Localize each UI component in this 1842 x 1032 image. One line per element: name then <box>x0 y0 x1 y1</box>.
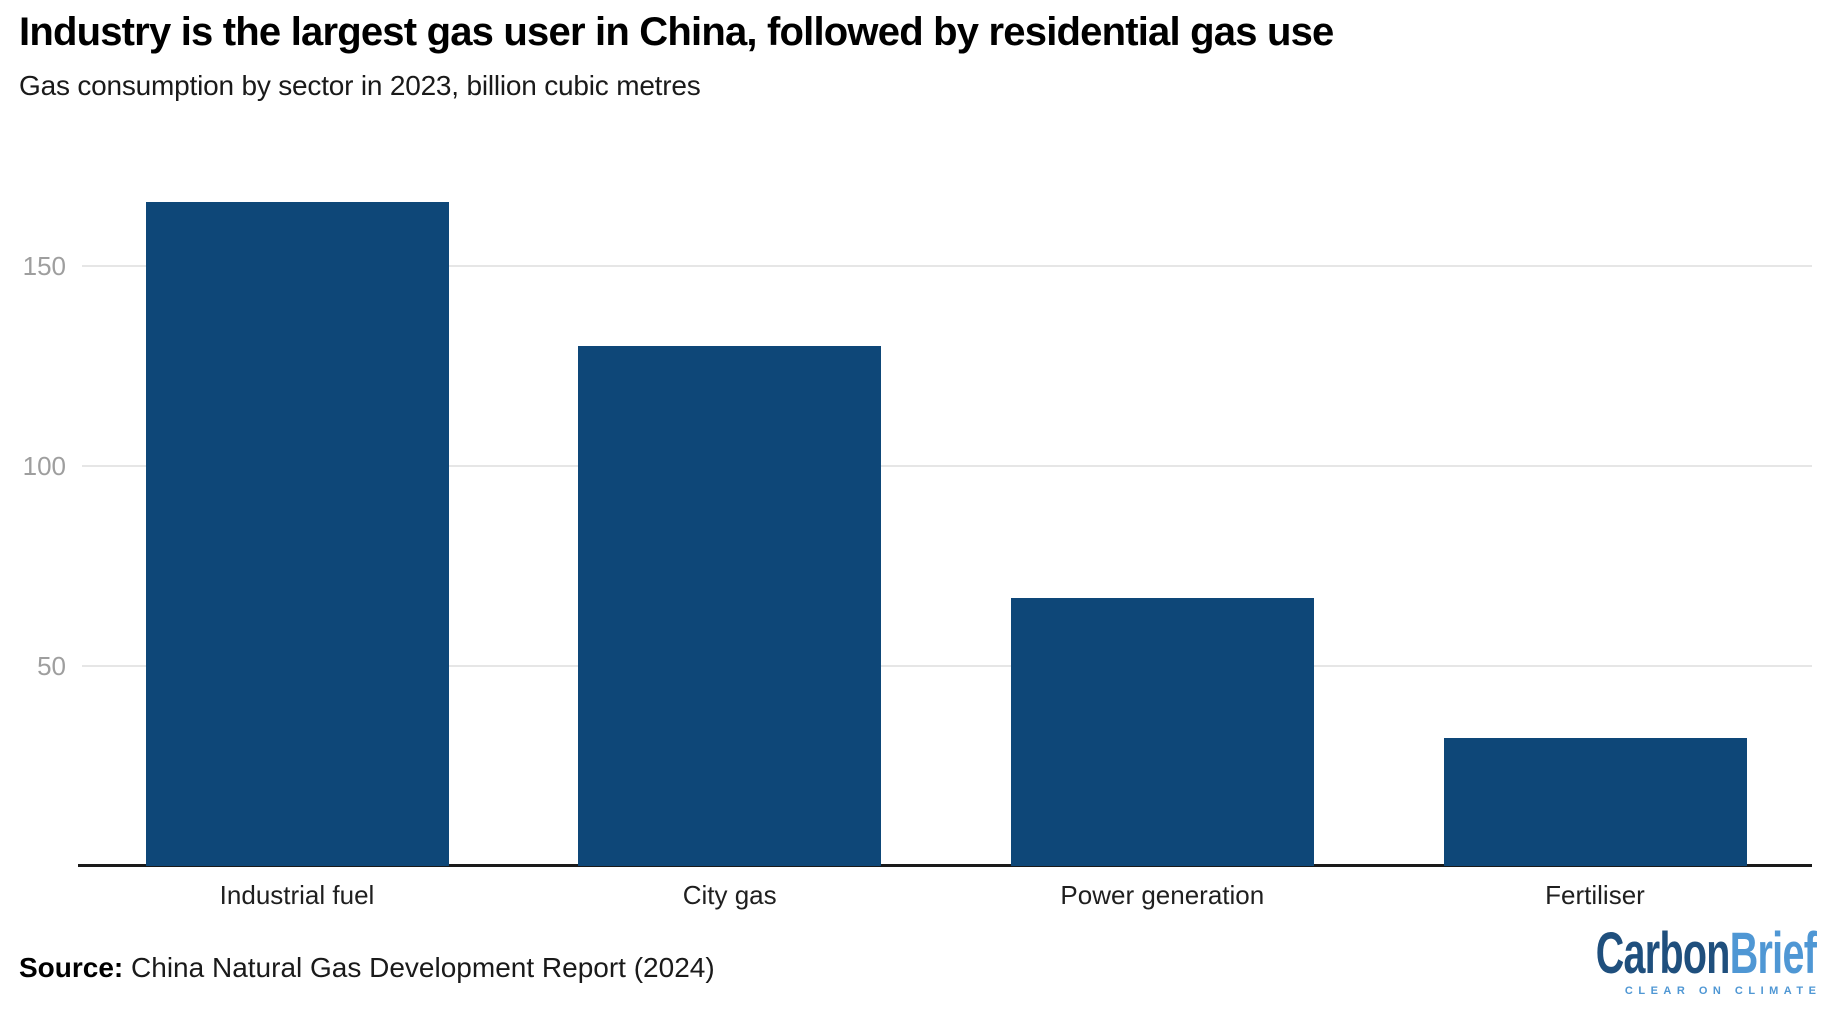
carbonbrief-logo: CarbonBrief CLEAR ON CLIMATE <box>1492 921 1817 998</box>
bar-city-gas <box>578 346 882 866</box>
y-tick-label-50: 50 <box>37 651 66 681</box>
x-axis-label-fertiliser: Fertiliser <box>1545 880 1645 910</box>
bar-power-generation <box>1010 598 1314 866</box>
gridline-50 <box>82 665 1812 667</box>
chart-title: Industry is the largest gas user in Chin… <box>19 10 1334 54</box>
source-text: China Natural Gas Development Report (20… <box>131 952 715 983</box>
gridline-150 <box>82 265 1812 267</box>
x-axis-label-industrial-fuel: Industrial fuel <box>219 880 375 910</box>
gridline-100 <box>82 465 1812 467</box>
x-axis-label-power-generation: Power generation <box>1060 880 1265 910</box>
carbonbrief-wordmark: CarbonBrief <box>1595 921 1817 986</box>
logo-carbon-text: Carbon <box>1595 921 1731 986</box>
y-tick-label-150: 150 <box>22 251 66 281</box>
plot-area: 50 100 150 Industrial fuel City gas Power gen… <box>23 146 1812 908</box>
chart-subtitle: Gas consumption by sector in 2023, billi… <box>19 70 701 101</box>
bar-industrial-fuel <box>145 202 449 866</box>
y-tick-label-100: 100 <box>22 451 66 481</box>
logo-tagline: CLEAR ON CLIMATE <box>1624 985 1822 997</box>
logo-brief-text: Brief <box>1729 921 1817 986</box>
x-axis-label-city-gas: City gas <box>682 880 777 910</box>
source-line: Source: China Natural Gas Development Re… <box>19 952 715 984</box>
source-label: Source: <box>19 952 124 983</box>
x-axis-line <box>78 864 1812 867</box>
bar-fertiliser <box>1443 738 1747 866</box>
